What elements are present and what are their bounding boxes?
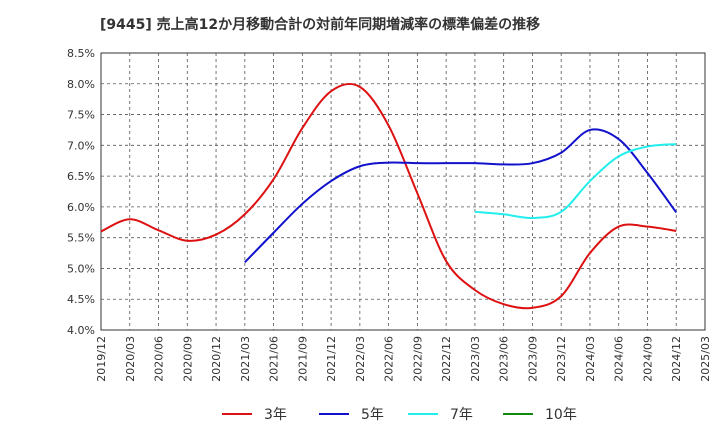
x-tick-label: 2020/03 xyxy=(124,336,137,382)
y-tick-label: 4.5% xyxy=(67,293,95,306)
y-tick-label: 4.0% xyxy=(67,324,95,337)
x-tick-label: 2024/06 xyxy=(613,336,626,382)
y-tick-label: 8.5% xyxy=(67,47,95,60)
x-tick-label: 2022/03 xyxy=(354,336,367,382)
legend-label: 3年 xyxy=(264,407,287,423)
x-tick-label: 2024/09 xyxy=(641,336,654,382)
x-tick-label: 2023/12 xyxy=(555,336,568,382)
x-tick-label: 2022/12 xyxy=(440,336,453,382)
x-tick-label: 2021/09 xyxy=(296,336,309,382)
x-tick-label: 2023/03 xyxy=(469,336,482,382)
series-line-3 xyxy=(474,143,677,219)
y-tick-label: 6.5% xyxy=(67,170,95,183)
series-line-2 xyxy=(244,128,678,263)
legend-label: 7年 xyxy=(450,407,473,423)
x-tick-label: 2020/09 xyxy=(181,336,194,382)
legend-label: 5年 xyxy=(361,407,384,423)
x-tick-label: 2024/03 xyxy=(584,336,597,382)
x-tick-label: 2022/06 xyxy=(383,336,396,382)
series-line-1 xyxy=(100,82,677,310)
x-tick-label: 2023/09 xyxy=(526,336,539,382)
y-tick-label: 7.5% xyxy=(67,109,95,122)
x-tick-label: 2021/12 xyxy=(325,336,338,382)
x-tick-label: 2020/12 xyxy=(210,336,223,382)
x-tick-label: 2022/09 xyxy=(411,336,424,382)
y-tick-label: 7.0% xyxy=(67,139,95,152)
chart-title: [9445] 売上高12か月移動合計の対前年同期増減率の標準偏差の推移 xyxy=(100,17,541,33)
x-tick-label: 2019/12 xyxy=(95,336,108,382)
legend-label: 10年 xyxy=(545,407,577,423)
x-tick-label: 2021/06 xyxy=(268,336,281,382)
y-tick-label: 6.0% xyxy=(67,201,95,214)
x-tick-label: 2023/06 xyxy=(498,336,511,382)
x-tick-label: 2025/03 xyxy=(699,336,712,382)
y-tick-label: 5.0% xyxy=(67,262,95,275)
y-tick-label: 8.0% xyxy=(67,78,95,91)
x-tick-label: 2020/06 xyxy=(153,336,166,382)
plot-frame xyxy=(100,52,706,331)
y-tick-label: 5.5% xyxy=(67,232,95,245)
x-tick-label: 2021/03 xyxy=(239,336,252,382)
x-tick-label: 2024/12 xyxy=(670,336,683,382)
